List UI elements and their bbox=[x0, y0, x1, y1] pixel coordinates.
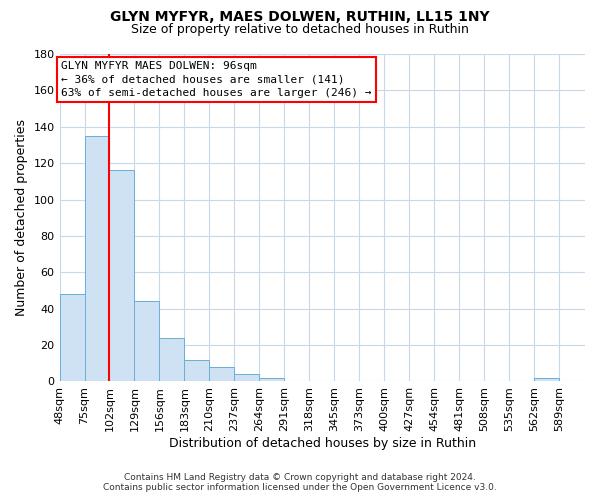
Bar bbox=[59, 294, 85, 382]
Bar bbox=[259, 378, 284, 382]
Text: GLYN MYFYR, MAES DOLWEN, RUTHIN, LL15 1NY: GLYN MYFYR, MAES DOLWEN, RUTHIN, LL15 1N… bbox=[110, 10, 490, 24]
Bar bbox=[85, 136, 109, 382]
Bar bbox=[184, 360, 209, 382]
Bar bbox=[160, 338, 184, 382]
Text: Contains HM Land Registry data © Crown copyright and database right 2024.
Contai: Contains HM Land Registry data © Crown c… bbox=[103, 473, 497, 492]
X-axis label: Distribution of detached houses by size in Ruthin: Distribution of detached houses by size … bbox=[169, 437, 476, 450]
Text: GLYN MYFYR MAES DOLWEN: 96sqm
← 36% of detached houses are smaller (141)
63% of : GLYN MYFYR MAES DOLWEN: 96sqm ← 36% of d… bbox=[61, 62, 372, 98]
Y-axis label: Number of detached properties: Number of detached properties bbox=[15, 119, 28, 316]
Bar bbox=[109, 170, 134, 382]
Bar bbox=[134, 302, 160, 382]
Bar bbox=[534, 378, 559, 382]
Bar bbox=[209, 367, 235, 382]
Text: Size of property relative to detached houses in Ruthin: Size of property relative to detached ho… bbox=[131, 22, 469, 36]
Bar bbox=[235, 374, 259, 382]
